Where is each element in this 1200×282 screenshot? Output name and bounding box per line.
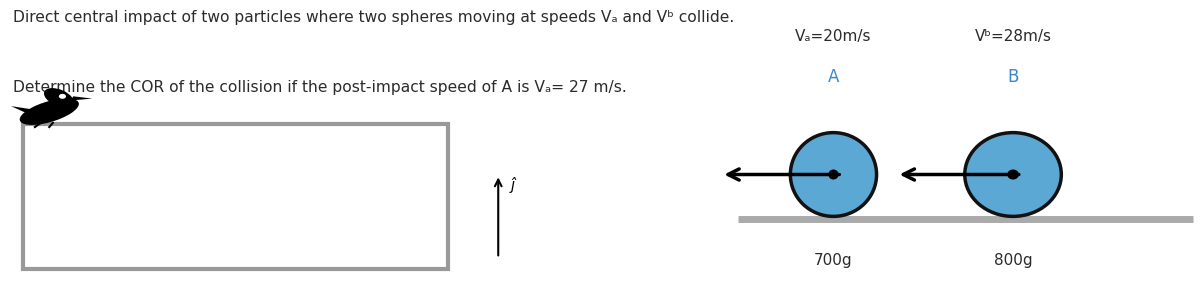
Ellipse shape bbox=[59, 94, 66, 99]
Text: Determine the COR of the collision if the post-impact speed of A is Vₐ= 27 m/s.: Determine the COR of the collision if th… bbox=[13, 80, 628, 94]
Ellipse shape bbox=[828, 169, 839, 180]
Text: B: B bbox=[1007, 69, 1019, 86]
Text: Direct central impact of two particles where two spheres moving at speeds Vₐ and: Direct central impact of two particles w… bbox=[13, 10, 734, 25]
Polygon shape bbox=[71, 96, 92, 100]
Text: A: A bbox=[828, 69, 839, 86]
Ellipse shape bbox=[19, 98, 79, 125]
Text: 800g: 800g bbox=[994, 253, 1032, 268]
Text: Vₐ=20m/s: Vₐ=20m/s bbox=[796, 29, 871, 44]
Text: Vᵇ=28m/s: Vᵇ=28m/s bbox=[974, 29, 1051, 44]
Text: 700g: 700g bbox=[814, 253, 853, 268]
Ellipse shape bbox=[965, 133, 1061, 216]
Text: ĵ: ĵ bbox=[510, 177, 515, 193]
Ellipse shape bbox=[791, 133, 876, 216]
Ellipse shape bbox=[1007, 169, 1019, 180]
Polygon shape bbox=[11, 106, 32, 116]
Ellipse shape bbox=[44, 88, 73, 107]
Bar bbox=[23, 124, 448, 269]
